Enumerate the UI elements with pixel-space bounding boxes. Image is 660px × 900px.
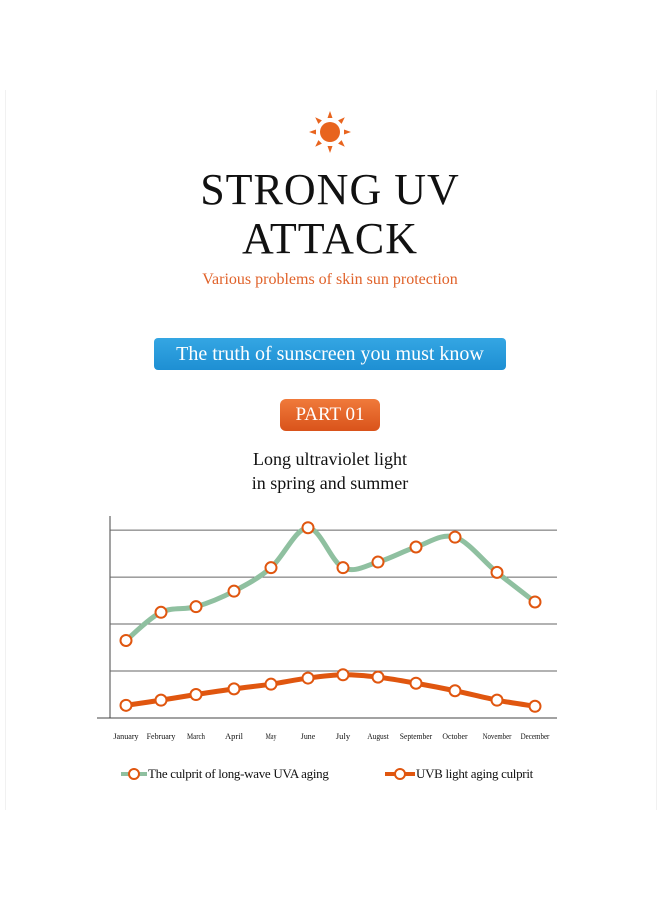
sun-icon xyxy=(309,111,351,153)
legend-uvb-label: UVB light aging culprit xyxy=(416,766,533,781)
chart-title-line-2: in spring and summer xyxy=(251,473,409,493)
chart-title-line-1: Long ultraviolet light xyxy=(253,449,407,469)
legend-uva-label: The culprit of long-wave UVA aging xyxy=(148,766,329,781)
legend-uvb: UVB light aging culprit xyxy=(385,764,533,784)
headline-line-2: ATTACK xyxy=(241,214,419,263)
legend-uva-marker xyxy=(121,768,147,780)
legend-uvb-marker xyxy=(385,768,415,780)
part-badge: PART 01 xyxy=(280,399,380,431)
subtitle: Various problems of skin sun protection xyxy=(202,271,458,288)
headline-line-1: STRONG UV xyxy=(200,165,460,214)
legend-uva: The culprit of long-wave UVA aging xyxy=(121,764,329,784)
truth-banner: The truth of sunscreen you must know xyxy=(154,338,506,370)
